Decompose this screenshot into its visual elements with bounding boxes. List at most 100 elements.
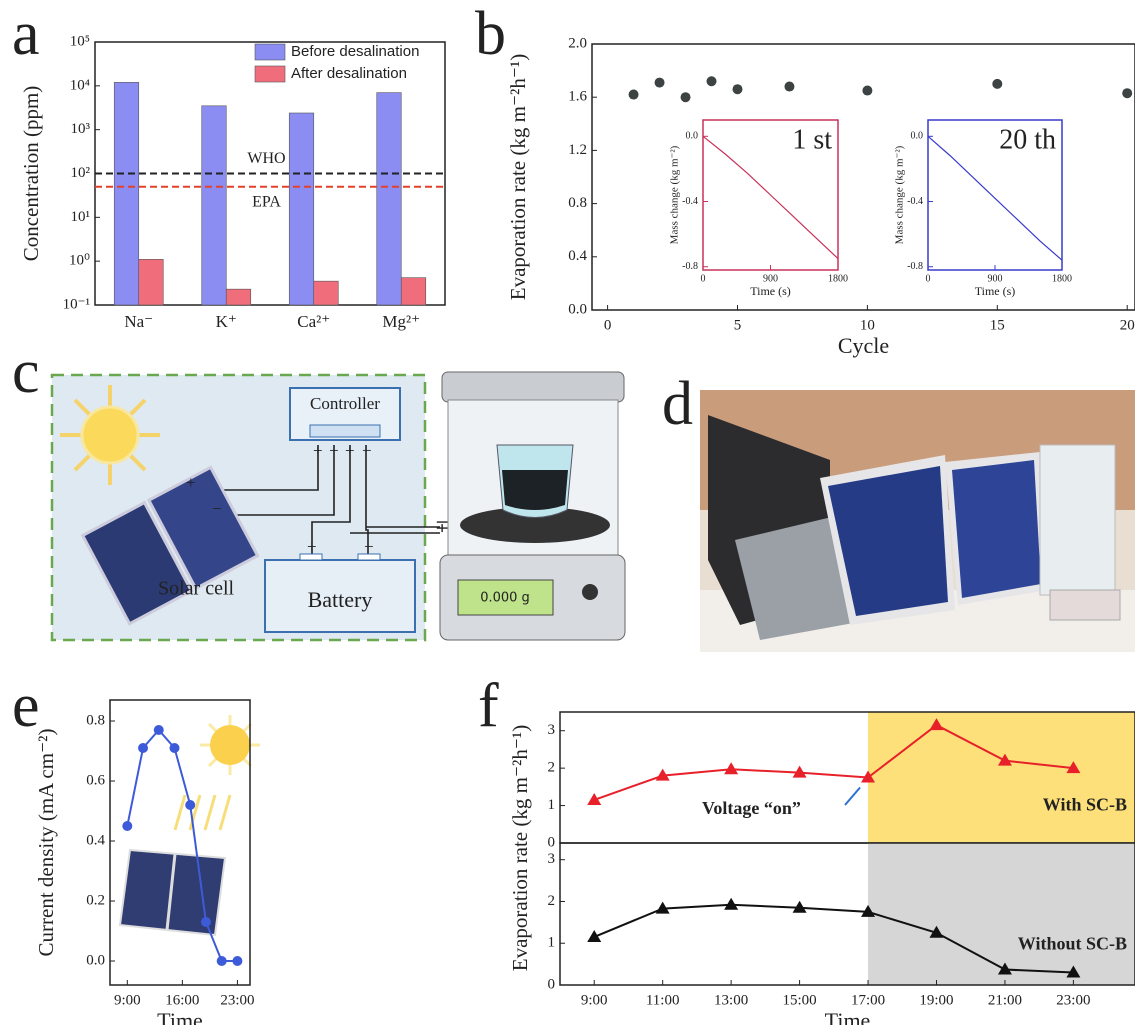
x-tick-label: 9:00 [114, 992, 141, 1008]
battery-label: Battery [308, 587, 373, 612]
x-axis-label: Time (s) [750, 284, 791, 298]
legend-swatch [254, 65, 286, 83]
x-tick-label: 9:00 [581, 992, 608, 1008]
marker [169, 743, 180, 753]
balance-reading: 0.000 g [480, 591, 530, 606]
diagram: Controller Solar cell Battery + − + − + … [50, 371, 626, 642]
chart: Without SC-B 0 1 2 3 9:00 11:00 13:00 15:00 17:00… [548, 842, 1135, 1025]
panel-label: f [478, 672, 499, 740]
y-tick-label: 2 [548, 760, 556, 776]
axes-frame [591, 43, 1135, 311]
y-tick-label: 0 [548, 976, 556, 992]
y-tick-label: 3 [548, 722, 556, 738]
y-tick-label: 1.6 [568, 89, 587, 105]
line [593, 723, 1074, 801]
bar [376, 92, 402, 306]
balance [439, 371, 626, 641]
marker [792, 765, 807, 778]
bar [225, 288, 252, 306]
y-tick-label: 0.4 [568, 248, 587, 264]
chart: 0.0 0.4 0.8 1.2 1.6 2.0 0 5 10 15 20 Evaporation ra… [506, 35, 1135, 358]
marker [997, 753, 1012, 766]
x-tick-label: 19:00 [919, 992, 953, 1008]
sign: + [313, 441, 323, 460]
axes-frame [559, 842, 1135, 986]
x-tick-label: 15:00 [782, 992, 816, 1008]
panel-label: a [12, 0, 40, 68]
marker [861, 770, 876, 783]
x-tick-label: 17:00 [851, 992, 885, 1008]
point [992, 78, 1003, 89]
sign: + [307, 537, 317, 556]
marker [232, 956, 243, 966]
y-axis-label: Evaporation rate (kg m⁻²h⁻¹) [506, 54, 530, 300]
inset-title: 20 th [999, 124, 1056, 155]
marker [724, 762, 739, 775]
marker [929, 925, 944, 938]
y-tick-label: -0.8 [682, 261, 698, 272]
point [784, 81, 795, 92]
x-tick-label: Mg²⁺ [382, 312, 420, 331]
y-tick-label: 0.0 [568, 301, 587, 317]
y-tick-label: 10⁵ [70, 33, 90, 49]
point [1122, 88, 1133, 99]
x-tick-label: 15 [990, 317, 1005, 333]
reference-label: WHO [247, 150, 285, 167]
photo [700, 390, 1135, 652]
x-axis-label: Time [825, 1008, 871, 1025]
y-axis-label: Evaporation rate (kg m⁻²h⁻¹) [508, 725, 532, 971]
chart: 0.0 -0.4 -0.80 900 1800 Mass change (kg m⁻²) T… [669, 119, 848, 298]
point [680, 92, 691, 103]
controller-label: Controller [310, 394, 380, 413]
y-tick-label: 0.2 [86, 892, 105, 908]
chart: 10⁻¹ 10⁰ 10¹ 10² 10³ 10⁴ 10⁵ Concentration (ppm… [19, 33, 446, 331]
bar [313, 280, 339, 306]
y-tick-label: 10³ [71, 121, 91, 137]
y-axis-label: Mass change (kg m⁻²) [894, 145, 906, 244]
battery-box [264, 559, 416, 633]
x-tick-label: 0 [926, 273, 931, 284]
y-tick-label: 10⁴ [70, 77, 90, 93]
y-tick-label: 0.0 [911, 131, 924, 142]
y-tick-label: 10⁰ [69, 253, 90, 269]
axes-frame [109, 699, 251, 986]
point [654, 77, 665, 88]
line [927, 135, 1063, 261]
x-tick-label: 16:00 [165, 992, 199, 1008]
y-tick-label: 1.2 [568, 142, 587, 158]
marker [587, 929, 602, 942]
y-tick-label: 0.8 [568, 195, 587, 211]
y-tick-label: 3 [548, 851, 556, 867]
y-tick-label: 1 [548, 797, 556, 813]
marker [587, 792, 602, 805]
x-tick-label: 13:00 [714, 992, 748, 1008]
legend-label: Before desalination [291, 43, 419, 60]
sign: + [186, 473, 196, 492]
marker [1066, 761, 1081, 774]
point [732, 84, 743, 95]
y-tick-label: 0.0 [686, 131, 699, 142]
sign: + [345, 441, 355, 460]
y-tick-label: 0.4 [86, 832, 105, 848]
marker [200, 917, 211, 927]
panel-label: e [12, 672, 40, 740]
bar [288, 112, 315, 306]
marker [861, 904, 876, 917]
y-tick-label: 10² [71, 165, 91, 181]
panel-label: b [475, 0, 506, 68]
solar-cell-label: Solar cell [158, 578, 235, 600]
bar [400, 277, 427, 306]
point [862, 85, 873, 96]
y-tick-label: -0.8 [907, 261, 923, 272]
x-tick-label: 5 [734, 317, 742, 333]
x-tick-label: 20 [1120, 317, 1135, 333]
y-tick-label: 0 [548, 834, 556, 850]
reference-label: EPA [252, 193, 281, 210]
marker [724, 897, 739, 910]
marker [792, 900, 807, 913]
marker [185, 800, 196, 810]
point [628, 89, 639, 100]
y-axis-label: Mass change (kg m⁻²) [669, 145, 681, 244]
